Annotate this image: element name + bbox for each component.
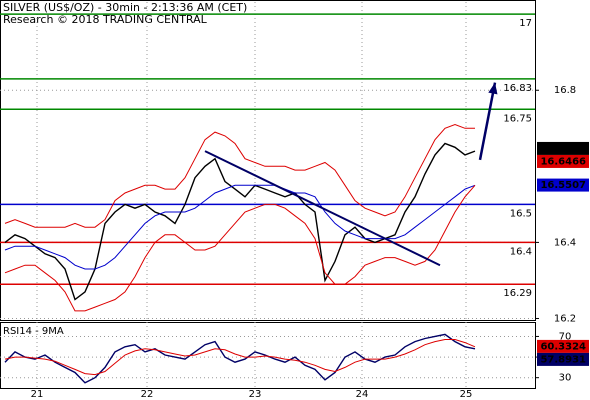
value-marker-label: 16.647 [547,143,586,154]
x-tick-label: 21 [31,389,44,400]
level-label: 16.83 [503,83,532,94]
value-marker [537,352,589,366]
value-marker [537,339,589,353]
series-line [4,339,476,376]
level-label: 16.5 [510,208,532,219]
y-tick-label: 70 [559,331,572,342]
y-tick-label: 16.2 [554,313,576,324]
price-panel-frame [0,0,536,321]
chart-subtitle: Research © 2018 TRADING CENTRAL [3,13,208,26]
x-tick-label: 24 [356,389,369,400]
rsi-title: RSI14 - 9MA [3,326,64,337]
value-marker [537,154,589,168]
level-label: 16.4 [510,246,532,257]
level-label: 16.75 [503,113,532,124]
rsi-panel-frame [0,322,536,389]
x-tick-label: 22 [141,389,154,400]
trendline [204,150,441,267]
series-line [4,333,476,384]
chart-title: SILVER (US$/OZ) - 30min - 2:13:36 AM (CE… [3,1,247,14]
value-marker-label: 57.8931 [540,354,586,365]
forecast-arrow [478,82,497,161]
x-tick-label: 23 [249,389,262,400]
series-line [4,142,476,301]
value-marker-label: 16.6466 [540,156,586,167]
value-marker [537,178,589,192]
arrow-head [488,82,498,95]
level-label: 16.29 [503,288,532,299]
y-tick-label: 16.8 [554,85,576,96]
level-label: 17 [519,18,532,29]
series-line [4,123,475,228]
y-tick-label: 30 [559,373,572,384]
y-tick-label: 16.4 [554,237,576,248]
value-marker-label: 16.5507 [540,180,586,191]
value-marker-label: 60.3324 [540,341,586,352]
series-line [4,184,476,270]
x-tick-label: 25 [460,389,473,400]
series-line [4,184,476,312]
value-marker [537,141,589,155]
